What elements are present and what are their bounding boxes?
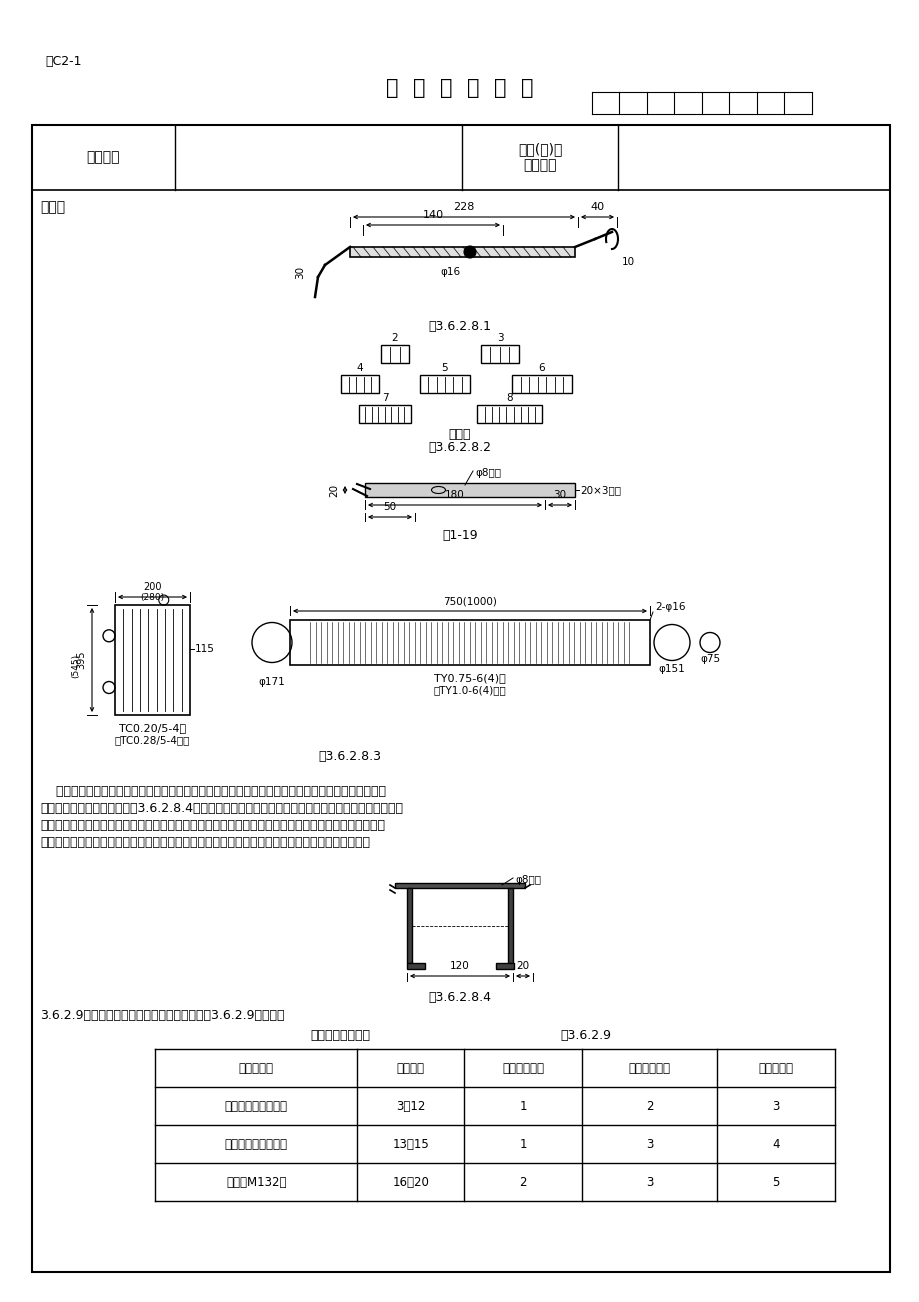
Text: 4: 4 xyxy=(771,1138,779,1151)
Text: 2: 2 xyxy=(519,1176,527,1189)
Text: 20: 20 xyxy=(329,483,338,496)
Text: 30: 30 xyxy=(553,490,566,500)
Bar xyxy=(495,963,514,969)
Text: 10: 10 xyxy=(621,256,634,267)
Text: 各种铸铁及钢制柱型: 各种铸铁及钢制柱型 xyxy=(224,1099,288,1112)
Bar xyxy=(477,405,542,423)
Text: 20: 20 xyxy=(516,961,529,971)
Text: 13～15: 13～15 xyxy=(391,1138,428,1151)
Text: 的固定支架上。固定支架按图3.6.2.8.4加工。固定支架的位置按设计高度和各种钢制串片及板式散热器: 的固定支架上。固定支架按图3.6.2.8.4加工。固定支架的位置按设计高度和各种… xyxy=(40,802,403,815)
Text: 技  术  交  底  记  录: 技 术 交 底 记 录 xyxy=(386,78,533,98)
Text: 下托钩（个）: 下托钩（个） xyxy=(628,1061,670,1074)
Text: 1: 1 xyxy=(519,1099,527,1112)
Text: 3: 3 xyxy=(645,1176,652,1189)
Text: (545): (545) xyxy=(71,654,80,677)
Text: 20×3扁钢: 20×3扁钢 xyxy=(579,486,620,495)
Text: 合计（个）: 合计（个） xyxy=(757,1061,792,1074)
Text: φ151: φ151 xyxy=(658,664,685,674)
Text: 5: 5 xyxy=(441,363,448,372)
Bar xyxy=(507,888,513,963)
Text: 750(1000): 750(1000) xyxy=(443,596,496,605)
Text: 表C2-1: 表C2-1 xyxy=(45,55,82,68)
Text: φ16: φ16 xyxy=(439,267,460,277)
Text: 表3.6.2.9: 表3.6.2.9 xyxy=(560,1029,610,1042)
Text: 140: 140 xyxy=(422,210,443,220)
Bar xyxy=(365,483,574,497)
Text: 4: 4 xyxy=(357,363,363,372)
Text: 180: 180 xyxy=(445,490,464,500)
Text: φ8圆钢: φ8圆钢 xyxy=(515,875,540,885)
Text: TC0.20/5-4型: TC0.20/5-4型 xyxy=(119,723,186,733)
Bar xyxy=(394,883,525,888)
Text: （TY1.0-6(4)型）: （TY1.0-6(4)型） xyxy=(433,685,505,695)
Text: 120: 120 xyxy=(449,961,470,971)
Text: 图3.6.2.8.4: 图3.6.2.8.4 xyxy=(428,991,491,1004)
Text: 1: 1 xyxy=(519,1138,527,1151)
Text: 115: 115 xyxy=(195,644,215,654)
Text: φ75: φ75 xyxy=(699,655,720,664)
Bar xyxy=(420,375,470,393)
Text: 2: 2 xyxy=(391,333,398,342)
Text: 3: 3 xyxy=(496,333,503,342)
Bar xyxy=(380,345,409,363)
Text: 40: 40 xyxy=(590,202,604,212)
Text: 8: 8 xyxy=(506,393,513,404)
Text: 3: 3 xyxy=(771,1099,778,1112)
Text: 图3.6.2.8.3: 图3.6.2.8.3 xyxy=(318,750,381,763)
Bar xyxy=(481,345,518,363)
Text: 散热器类型: 散热器类型 xyxy=(238,1061,273,1074)
Text: 50: 50 xyxy=(383,503,396,512)
Text: 3.6.2.9各种散热器的支托架安装数量应符合表3.6.2.9的要求。: 3.6.2.9各种散热器的支托架安装数量应符合表3.6.2.9的要求。 xyxy=(40,1009,284,1022)
Text: 支托架安装数量表: 支托架安装数量表 xyxy=(310,1029,369,1042)
Text: 工程名称: 工程名称 xyxy=(86,151,120,164)
Text: 200: 200 xyxy=(143,582,162,592)
Text: 228: 228 xyxy=(453,202,474,212)
Text: 图3.6.2.8.2: 图3.6.2.8.2 xyxy=(428,441,491,454)
Circle shape xyxy=(463,246,475,258)
Text: 图1-19: 图1-19 xyxy=(442,529,477,542)
Text: (280): (280) xyxy=(141,592,165,602)
Bar xyxy=(32,125,889,1272)
Text: 内容：: 内容： xyxy=(40,201,65,214)
Text: 固定卡（个）: 固定卡（个） xyxy=(502,1061,543,1074)
Bar xyxy=(406,963,425,969)
Text: 6: 6 xyxy=(539,363,545,372)
Bar xyxy=(349,247,574,256)
Text: 3～12: 3～12 xyxy=(395,1099,425,1112)
Text: TY0.75-6(4)型: TY0.75-6(4)型 xyxy=(434,673,505,684)
Text: 30: 30 xyxy=(295,266,305,279)
Text: 3: 3 xyxy=(645,1138,652,1151)
Text: 图3.6.2.8.1: 图3.6.2.8.1 xyxy=(428,320,491,333)
Text: 2: 2 xyxy=(645,1099,652,1112)
Text: 2-φ16: 2-φ16 xyxy=(654,602,685,612)
Text: （TC0.28/5-4型）: （TC0.28/5-4型） xyxy=(115,736,190,745)
Text: 热器，M132型: 热器，M132型 xyxy=(226,1176,286,1189)
Text: 每组片数: 每组片数 xyxy=(396,1061,425,1074)
Text: 395: 395 xyxy=(76,651,85,669)
Bar xyxy=(115,605,190,715)
Text: 长翼型: 长翼型 xyxy=(448,428,471,441)
Text: 5: 5 xyxy=(771,1176,778,1189)
Text: 制墙板上可以先下埋件，再焊托钩与固定架；在轻质板墙上，钩卡应用穿通螺栓加垫圈固定在墙上。: 制墙板上可以先下埋件，再焊托钩与固定架；在轻质板墙上，钩卡应用穿通螺栓加垫圈固定… xyxy=(40,836,369,849)
Text: 每组钢制闭式串片型散热器及钢制板式散热器的四角上焊带孔的钢板支架，而后将散热器固定在墙上: 每组钢制闭式串片型散热器及钢制板式散热器的四角上焊带孔的钢板支架，而后将散热器固… xyxy=(40,785,386,798)
Bar xyxy=(341,375,379,393)
Bar xyxy=(358,405,411,423)
Text: 炉片铸铁辐射对流散: 炉片铸铁辐射对流散 xyxy=(224,1138,288,1151)
Text: 的具体尺寸分别确定。安装方法同柱型散热器（另一种作法是按厂家带来的托钩进行安装）。在混凝土预: 的具体尺寸分别确定。安装方法同柱型散热器（另一种作法是按厂家带来的托钩进行安装）… xyxy=(40,819,384,832)
Bar xyxy=(512,375,572,393)
Text: φ8圆钢: φ8圆钢 xyxy=(474,467,501,478)
Bar xyxy=(406,888,412,963)
Text: 7: 7 xyxy=(381,393,388,404)
Bar xyxy=(289,620,650,665)
Text: 分部(项)或
构件名称: 分部(项)或 构件名称 xyxy=(517,142,562,173)
Text: 16～20: 16～20 xyxy=(391,1176,428,1189)
Text: φ171: φ171 xyxy=(258,677,285,687)
